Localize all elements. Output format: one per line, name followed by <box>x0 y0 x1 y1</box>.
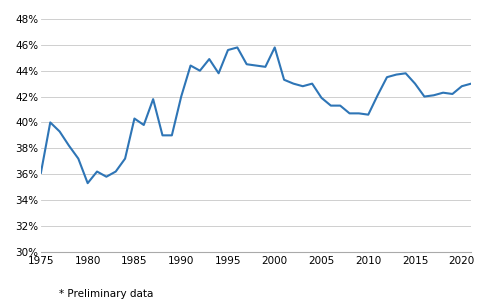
Text: * Preliminary data: * Preliminary data <box>59 289 153 299</box>
